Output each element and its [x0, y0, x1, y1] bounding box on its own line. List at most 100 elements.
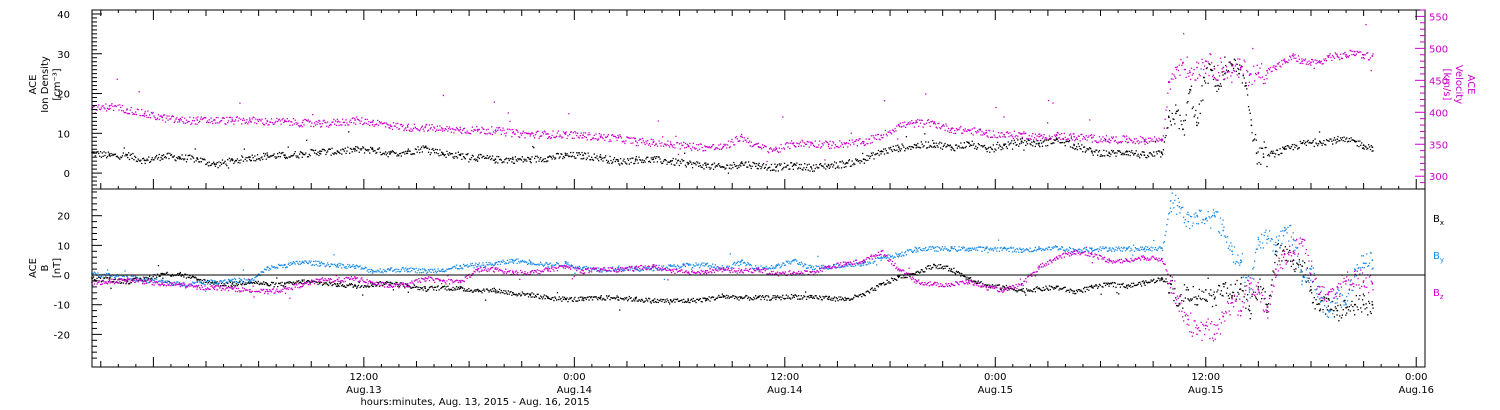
velocity-point — [949, 129, 951, 131]
velocity-point — [588, 132, 590, 134]
bx-point — [1094, 285, 1096, 287]
velocity-point — [184, 117, 186, 119]
velocity-point — [939, 127, 941, 129]
density-point — [885, 150, 887, 152]
bx-point — [1220, 290, 1222, 292]
bx-point — [485, 288, 488, 290]
bx-point — [946, 265, 948, 267]
velocity-point — [985, 131, 988, 134]
density-point — [826, 166, 829, 168]
velocity-point — [296, 123, 298, 126]
bx-point — [687, 298, 689, 300]
bx-point — [990, 287, 992, 289]
density-point — [666, 163, 668, 165]
density-point — [514, 156, 516, 158]
by-point — [308, 260, 310, 262]
bx-point — [749, 297, 751, 299]
velocity-point — [328, 124, 331, 127]
bx-point — [1079, 290, 1081, 292]
velocity-point — [507, 112, 509, 114]
velocity-point — [386, 123, 388, 125]
bx-point — [1149, 281, 1151, 283]
velocity-point — [600, 134, 602, 136]
velocity-point — [398, 128, 401, 130]
density-point — [270, 155, 273, 157]
bx-point — [1033, 288, 1035, 290]
density-point — [1265, 146, 1267, 149]
bx-point — [1001, 287, 1003, 289]
density-point — [1104, 138, 1107, 141]
density-point — [457, 151, 459, 153]
velocity-point — [101, 105, 103, 107]
velocity-point — [161, 116, 164, 119]
velocity-point — [253, 116, 255, 119]
density-point — [619, 158, 622, 160]
density-point — [1258, 161, 1260, 164]
density-point — [1291, 144, 1293, 146]
bx-point — [1345, 314, 1347, 316]
velocity-point — [1295, 57, 1297, 59]
density-point — [743, 164, 745, 166]
bx-point — [675, 298, 677, 300]
density-point — [394, 152, 396, 155]
bx-point — [742, 297, 744, 299]
bx-point — [1000, 288, 1002, 290]
bx-point — [833, 297, 835, 300]
bx-point — [849, 299, 851, 301]
by-point — [284, 267, 287, 269]
density-point — [802, 169, 804, 171]
density-point — [848, 160, 850, 162]
velocity-point — [601, 136, 603, 138]
bx-point — [307, 280, 309, 282]
density-point — [915, 144, 918, 147]
density-point — [1195, 109, 1197, 112]
velocity-point — [547, 137, 549, 140]
density-point — [981, 145, 983, 147]
velocity-point — [1079, 140, 1081, 142]
velocity-point — [113, 105, 116, 107]
density-point — [620, 162, 623, 164]
density-point — [211, 163, 213, 165]
velocity-point — [385, 122, 388, 124]
by-point — [122, 275, 124, 277]
density-point — [557, 153, 559, 155]
velocity-point — [200, 116, 202, 118]
bx-point — [276, 277, 278, 279]
velocity-point — [613, 135, 616, 137]
bx-point — [434, 286, 437, 288]
density-point — [876, 153, 878, 155]
velocity-point — [302, 119, 304, 121]
velocity-point — [396, 126, 398, 129]
density-point — [1350, 137, 1352, 139]
velocity-point — [1354, 54, 1357, 57]
bx-point — [969, 277, 972, 279]
density-point — [1282, 147, 1285, 150]
bx-point — [611, 297, 613, 299]
density-point — [750, 167, 752, 170]
velocity-point — [577, 136, 580, 138]
bx-point — [1289, 249, 1291, 252]
velocity-point — [582, 137, 584, 139]
density-point — [1281, 152, 1283, 154]
velocity-point — [668, 144, 670, 147]
density-point — [1003, 143, 1005, 145]
velocity-point — [626, 136, 628, 138]
density-point — [139, 160, 141, 162]
density-point — [249, 156, 251, 159]
velocity-point — [496, 127, 498, 129]
bx-point — [1222, 283, 1225, 285]
velocity-point — [1173, 74, 1175, 76]
velocity-point — [299, 126, 301, 128]
bx-point — [1189, 300, 1191, 302]
velocity-point — [1303, 59, 1305, 61]
bx-point — [1205, 299, 1208, 301]
velocity-point — [1336, 55, 1339, 57]
density-point — [318, 154, 320, 157]
density-point — [1325, 144, 1327, 146]
density-point — [1224, 56, 1226, 58]
bx-point — [694, 300, 696, 302]
bx-point — [1229, 293, 1231, 295]
density-point — [969, 144, 972, 146]
bx-point — [1157, 277, 1159, 279]
velocity-point — [143, 112, 146, 115]
